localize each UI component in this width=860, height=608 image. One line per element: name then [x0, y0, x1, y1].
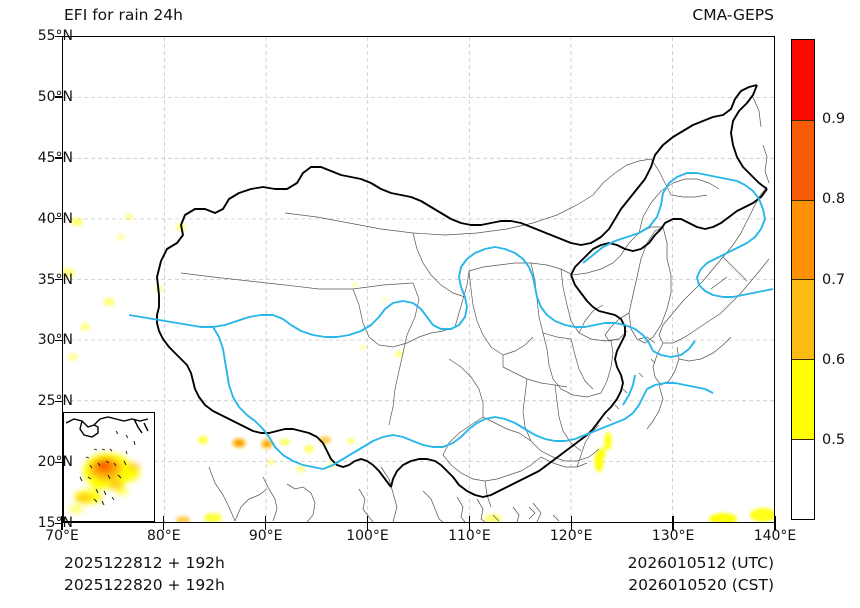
y-tickmark [55, 157, 63, 159]
rivers-layer [128, 172, 774, 470]
colorbar-segment-0.5-0.6 [792, 359, 814, 439]
x-tickmark [61, 516, 63, 530]
x-tickmark [366, 516, 369, 530]
inset-canvas [65, 416, 149, 513]
china-national-border [156, 84, 768, 498]
colorbar-segment-gt-0.9 [792, 40, 814, 120]
inset-coastlines [65, 416, 149, 438]
inset-efi-shading [69, 453, 140, 513]
coastlines-layer [208, 96, 770, 522]
y-tickmark [55, 96, 63, 98]
colorbar-tick-0.7: 0.7 [822, 271, 846, 288]
map-plot-area[interactable] [62, 36, 775, 523]
footer-valid-time-utc: 2026010512 (UTC) [627, 554, 774, 572]
map-canvas [63, 37, 774, 522]
y-tickmark [55, 279, 63, 281]
y-tickmark [55, 461, 63, 463]
y-tickmark [55, 339, 63, 342]
x-tickmark [468, 516, 471, 530]
x-tick-140: 140°E [753, 528, 797, 544]
colorbar-tick-0.8: 0.8 [822, 191, 846, 208]
footer-init-time-cst: 2025122820 + 192h [64, 576, 225, 594]
x-tick-110: 110°E [448, 528, 491, 544]
inset-islands [79, 430, 136, 506]
colorbar-segment-lt-0.5 [792, 438, 814, 519]
footer-valid-time-cst: 2026010520 (CST) [628, 576, 774, 594]
x-tick-120: 120°E [549, 528, 593, 544]
efi-colorbar[interactable] [791, 39, 815, 520]
x-tick-100: 100°E [346, 528, 389, 544]
y-tickmark [55, 35, 63, 37]
x-tickmark [163, 516, 165, 530]
x-tick-70: 70°E [45, 528, 79, 544]
model-label: CMA-GEPS [692, 6, 774, 24]
gridlines [63, 37, 774, 522]
colorbar-segment-0.8-0.9 [792, 119, 814, 200]
x-tickmark [265, 516, 267, 530]
y-tickmark [55, 218, 63, 220]
colorbar-tick-0.5: 0.5 [822, 431, 846, 448]
colorbar-tick-0.6: 0.6 [822, 351, 846, 368]
x-tickmark [672, 516, 674, 530]
colorbar-segment-0.7-0.8 [792, 199, 814, 280]
colorbar-segment-0.6-0.7 [792, 279, 814, 360]
colorbar-tick-0.9: 0.9 [822, 111, 846, 128]
x-tickmark [774, 516, 776, 530]
x-tick-80: 80°E [146, 528, 181, 544]
south-china-sea-inset[interactable] [63, 412, 155, 522]
x-tickmark [570, 516, 572, 530]
footer-init-time-utc: 2025122812 + 192h [64, 554, 225, 572]
y-tickmark [55, 522, 63, 524]
province-boundaries [180, 158, 720, 508]
x-tick-90: 90°E [248, 528, 283, 544]
y-tickmark [55, 400, 63, 403]
page-title: EFI for rain 24h [64, 6, 183, 24]
x-tick-130: 130°E [651, 528, 695, 544]
